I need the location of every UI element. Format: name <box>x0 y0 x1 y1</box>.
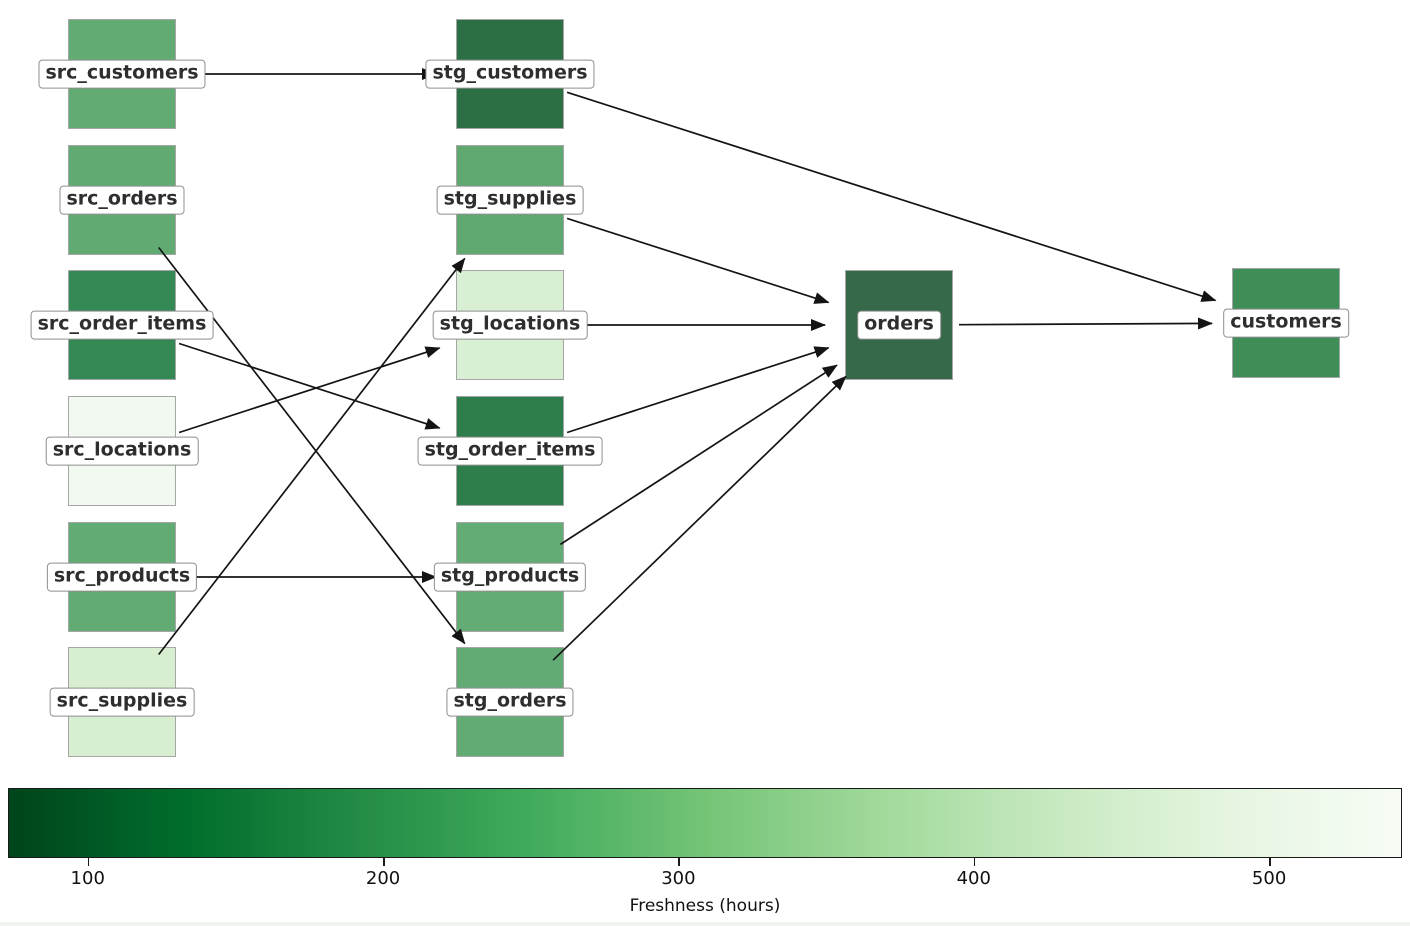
node-label-stg_order_items: stg_order_items <box>417 436 603 466</box>
colorbar-tick-mark-300 <box>678 858 680 866</box>
colorbar-tick-mark-100 <box>87 858 90 866</box>
colorbar-tick-label-300: 300 <box>661 868 696 889</box>
node-label-stg_locations: stg_locations <box>432 310 588 340</box>
edge-orders-to-customers <box>958 317 1213 330</box>
node-label-stg_products: stg_products <box>433 562 587 592</box>
colorbar-tick-label-200: 200 <box>365 868 401 889</box>
node-label-stg_supplies: stg_supplies <box>436 185 584 215</box>
edge-stg_order_items-to-orders <box>566 346 830 434</box>
colorbar-tick-label-400: 400 <box>956 868 991 889</box>
colorbar-axis-label: Freshness (hours) <box>629 896 781 916</box>
node-label-orders: orders <box>857 310 941 340</box>
node-label-stg_customers: stg_customers <box>425 59 595 89</box>
edge-src_supplies-to-stg_supplies <box>158 257 466 656</box>
colorbar-gradient <box>8 788 1402 858</box>
edge-src_locations-to-stg_locations <box>178 346 441 434</box>
node-label-src_supplies: src_supplies <box>49 687 195 717</box>
node-label-src_order_items: src_order_items <box>30 310 214 340</box>
colorbar-tick-mark-200 <box>383 858 385 866</box>
node-label-customers: customers <box>1223 308 1349 338</box>
bottom-strip <box>0 922 1410 926</box>
colorbar-tick-label-100: 100 <box>70 868 105 889</box>
edge-stg_supplies-to-orders <box>566 217 830 304</box>
edge-src_order_items-to-stg_order_items <box>178 342 441 430</box>
node-label-src_products: src_products <box>46 562 198 592</box>
edge-stg_orders-to-orders <box>552 375 847 661</box>
colorbar-tick-label-500: 500 <box>1251 868 1287 889</box>
colorbar-tick-mark-500 <box>1269 858 1271 866</box>
node-label-src_orders: src_orders <box>59 185 185 215</box>
edge-stg_products-to-orders <box>559 364 838 546</box>
node-label-src_locations: src_locations <box>45 436 199 466</box>
node-label-stg_orders: stg_orders <box>446 687 574 717</box>
colorbar-tick-mark-400 <box>973 858 976 866</box>
node-label-src_customers: src_customers <box>38 59 206 89</box>
edge-stg_customers-to-customers <box>566 91 1217 302</box>
